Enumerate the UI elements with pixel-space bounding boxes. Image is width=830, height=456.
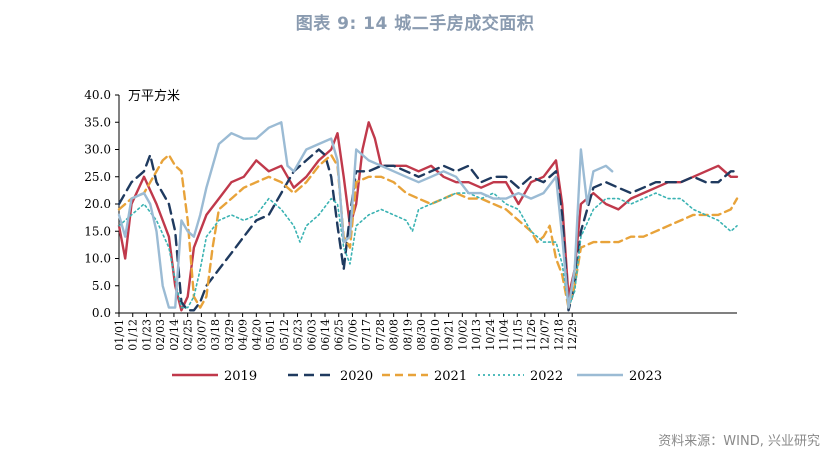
- x-tick-label: 10/24: [484, 319, 497, 351]
- x-tick-label: 12/29: [566, 319, 579, 351]
- x-tick-label: 11/26: [525, 319, 538, 351]
- series-line-2023: [117, 121, 614, 309]
- x-tick-label: 08/08: [388, 319, 401, 351]
- y-tick-label: 25.0: [84, 170, 111, 184]
- legend-label-2021: 2021: [434, 369, 467, 384]
- x-tick-label: 05/01: [264, 319, 277, 351]
- axes: 40.035.030.025.020.015.010.05.00.001/01 0…: [84, 88, 737, 351]
- x-tick-label: 05/12: [278, 319, 291, 351]
- legend: 2019 2020 2021 2022 2023: [172, 369, 662, 384]
- x-tick-label: 09/10: [429, 319, 442, 351]
- y-tick-label: 10.0: [84, 252, 111, 266]
- x-tick-label: 03/29: [223, 319, 236, 351]
- x-tick-label: 12/18: [552, 319, 565, 351]
- x-tick-label: 03/07: [195, 319, 208, 351]
- y-tick-label: 5.0: [92, 279, 111, 293]
- x-tick-label: 11/15: [511, 319, 524, 351]
- x-tick-label: 02/25: [182, 319, 195, 351]
- x-tick-label: 07/06: [346, 319, 359, 351]
- x-tick-label: 01/23: [140, 319, 153, 351]
- x-tick-label: 12/07: [539, 319, 552, 351]
- y-tick-label: 40.0: [84, 88, 111, 102]
- y-tick-label: 15.0: [84, 224, 111, 238]
- x-tick-label: 02/03: [154, 319, 167, 351]
- x-tick-label: 08/19: [401, 319, 414, 351]
- x-tick-label: 04/20: [250, 319, 263, 351]
- x-tick-label: 08/30: [415, 319, 428, 351]
- y-tick-label: 20.0: [84, 197, 111, 211]
- x-tick-label: 02/14: [168, 319, 181, 351]
- series-layer: [117, 121, 739, 312]
- x-tick-label: 06/03: [305, 319, 318, 351]
- x-tick-label: 10/02: [456, 319, 469, 351]
- x-tick-label: 07/28: [374, 319, 387, 351]
- x-tick-label: 06/25: [333, 319, 346, 351]
- legend-label-2020: 2020: [340, 369, 373, 384]
- y-tick-label: 30.0: [84, 143, 111, 157]
- chart-title: 图表 9: 14 城二手房成交面积: [295, 14, 535, 34]
- x-tick-label: 03/18: [209, 319, 222, 351]
- series-line-2020: [117, 148, 739, 312]
- x-tick-label: 10/13: [470, 319, 483, 351]
- x-tick-label: 01/12: [127, 319, 140, 351]
- legend-label-2019: 2019: [224, 369, 257, 384]
- x-tick-label: 09/21: [443, 319, 456, 351]
- y-unit-label: 万平方米: [128, 88, 180, 104]
- source-note: 资料来源：WIND, 兴业研究: [658, 434, 820, 449]
- x-tick-label: 01/01: [113, 319, 126, 351]
- x-tick-label: 11/04: [498, 319, 511, 351]
- y-tick-label: 0.0: [92, 306, 111, 320]
- legend-label-2023: 2023: [629, 369, 662, 384]
- x-tick-label: 04/09: [237, 319, 250, 351]
- series-line-2019: [117, 121, 739, 312]
- x-tick-label: 05/23: [292, 319, 305, 351]
- legend-label-2022: 2022: [530, 369, 563, 384]
- x-tick-label: 07/17: [360, 319, 373, 351]
- y-tick-label: 35.0: [84, 115, 111, 129]
- series-line-2022: [118, 192, 738, 309]
- series-line-2021: [117, 153, 739, 309]
- x-tick-label: 06/14: [319, 319, 332, 351]
